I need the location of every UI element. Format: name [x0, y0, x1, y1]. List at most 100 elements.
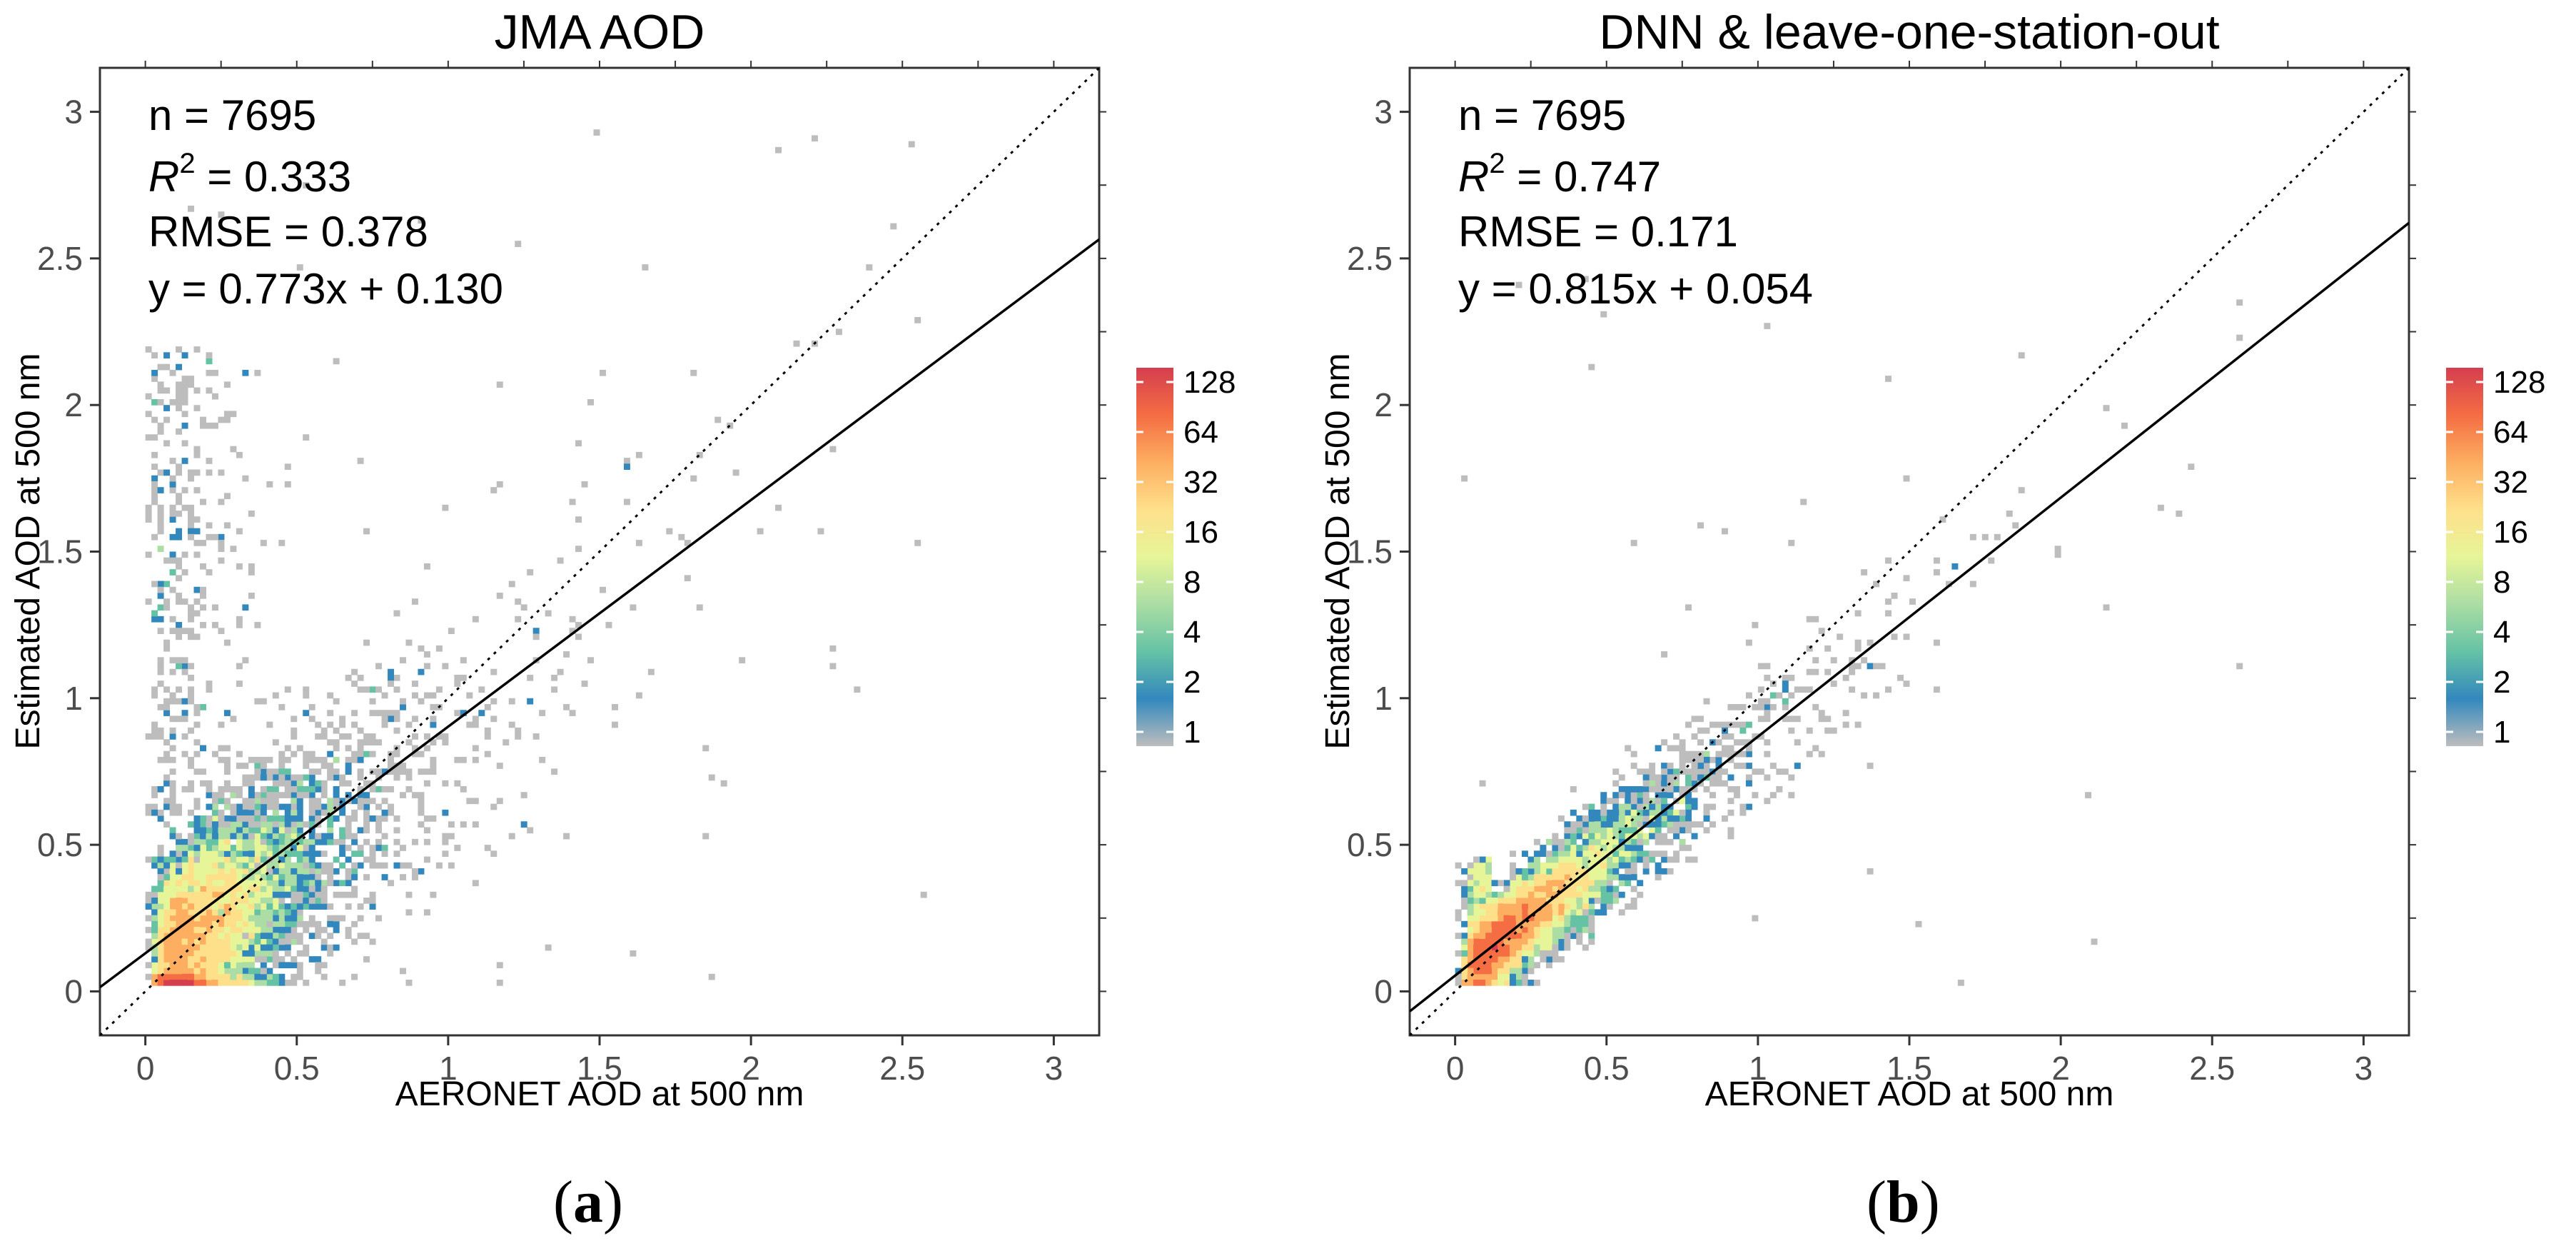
heatmap-cell [1552, 880, 1559, 887]
heatmap-cell [423, 838, 430, 845]
heatmap-cell [375, 739, 383, 745]
heatmap-cell [169, 833, 176, 840]
heatmap-cell [157, 898, 164, 904]
heatmap-cell [600, 369, 606, 376]
heatmap-cell [532, 733, 540, 740]
heatmap-cell [345, 745, 352, 752]
heatmap-cell [272, 739, 279, 745]
heatmap-cell [188, 944, 195, 951]
heatmap-cell [1691, 798, 1698, 805]
heatmap-cell [1527, 891, 1535, 898]
heatmap-cell [1661, 821, 1668, 828]
heatmap-cell [308, 821, 315, 828]
heatmap-cell [1485, 962, 1492, 969]
heatmap-cell [218, 944, 225, 951]
heatmap-cell [206, 962, 213, 969]
heatmap-cell [303, 898, 310, 904]
heatmap-cell [266, 933, 273, 939]
heatmap-cell [278, 833, 286, 840]
heatmap-cell [811, 135, 818, 142]
heatmap-cell [169, 868, 176, 875]
heatmap-cell [1540, 933, 1547, 939]
heatmap-cell [157, 756, 164, 763]
heatmap-cell [218, 721, 225, 728]
heatmap-cell [266, 874, 273, 880]
heatmap-cell [1788, 540, 1795, 546]
heatmap-cell [1630, 763, 1637, 769]
x-tick-label-a-0: 0 [136, 1050, 155, 1087]
heatmap-cell [411, 868, 418, 875]
heatmap-cell [1642, 862, 1650, 869]
heatmap-cell [1655, 868, 1662, 875]
heatmap-cell [1576, 856, 1583, 863]
heatmap-cell [206, 686, 213, 693]
heatmap-cell [206, 785, 213, 793]
heatmap-cell [1491, 944, 1498, 951]
heatmap-cell [587, 657, 595, 664]
heatmap-cell [1545, 944, 1552, 951]
heatmap-cell [211, 956, 218, 963]
heatmap-cell [1552, 927, 1559, 933]
heatmap-cell [278, 973, 286, 980]
heatmap-cell [218, 833, 225, 840]
heatmap-cell [914, 317, 921, 323]
heatmap-cell [327, 838, 334, 845]
heatmap-cell [278, 763, 286, 769]
heatmap-cell [272, 979, 279, 986]
heatmap-cell [230, 868, 237, 875]
heatmap-cell [1588, 809, 1595, 816]
heatmap-cell [272, 920, 279, 928]
heatmap-cell [254, 915, 261, 922]
heatmap-cell [1564, 862, 1571, 869]
x-tick-label-b-6: 3 [2355, 1050, 2373, 1087]
heatmap-cell [351, 838, 358, 845]
heatmap-cell [145, 434, 152, 441]
heatmap-cell [593, 129, 600, 136]
heatmap-cell [151, 581, 158, 588]
heatmap-cell [1570, 845, 1577, 851]
heatmap-cell [193, 856, 201, 863]
heatmap-cell [242, 809, 249, 816]
heatmap-cell [1727, 750, 1734, 758]
heatmap-cell [920, 891, 927, 898]
heatmap-cell [388, 674, 395, 681]
heatmap-cell [557, 668, 564, 675]
heatmap-cell [223, 845, 231, 851]
heatmap-cell [218, 845, 225, 851]
heatmap-cell [296, 880, 303, 887]
heatmap-cell [442, 739, 449, 745]
heatmap-cell [418, 803, 425, 810]
heatmap-cell [1582, 845, 1589, 851]
heatmap-cell [1515, 962, 1522, 969]
heatmap-cell [1649, 827, 1656, 834]
heatmap-cell [327, 750, 334, 758]
heatmap-cell [393, 727, 400, 734]
heatmap-cell [254, 838, 261, 845]
heatmap-cell [345, 756, 352, 763]
heatmap-cell [296, 264, 303, 271]
heatmap-cell [1533, 903, 1540, 910]
heatmap-cell [236, 927, 243, 933]
heatmap-cell [1485, 950, 1492, 957]
heatmap-cell [1461, 938, 1468, 945]
heatmap-cell [230, 803, 237, 810]
heatmap-cell [188, 663, 195, 670]
heatmap-cell [1727, 774, 1734, 781]
heatmap-cell [1618, 815, 1625, 822]
heatmap-cell [163, 803, 171, 810]
heatmap-cell [296, 862, 303, 869]
heatmap-cell [176, 405, 183, 411]
heatmap-cell [236, 833, 243, 840]
heatmap-cell [1733, 704, 1740, 710]
heatmap-cell [1612, 833, 1620, 840]
colorbar-label-b-0: 128 [2493, 365, 2545, 400]
heatmap-cell [339, 850, 346, 858]
heatmap-cell [157, 920, 164, 928]
heatmap-cell [296, 898, 303, 904]
heatmap-cell [163, 885, 171, 893]
heatmap-cell [1552, 838, 1559, 845]
heatmap-cell [1739, 739, 1747, 745]
heatmap-cell [260, 821, 267, 828]
heatmap-cell [1649, 821, 1656, 828]
heatmap-cell [1903, 475, 1910, 482]
